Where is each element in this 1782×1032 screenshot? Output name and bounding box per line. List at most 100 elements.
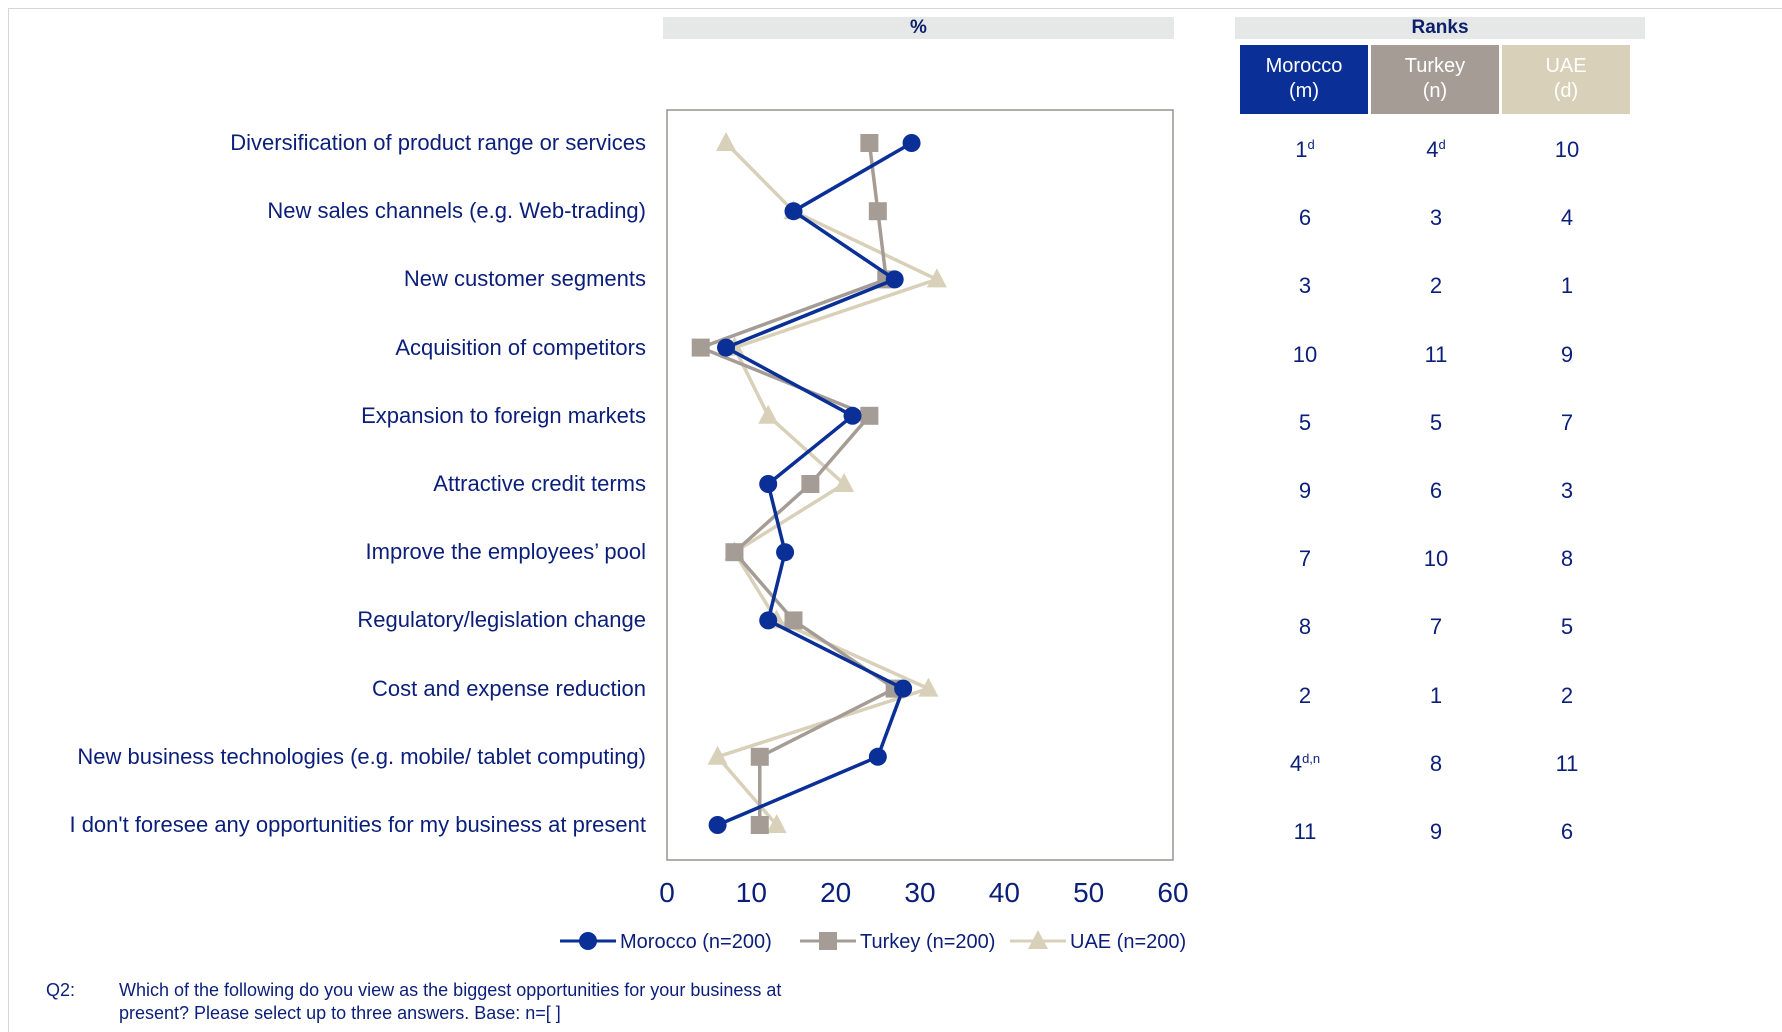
- data-point: [759, 611, 778, 630]
- data-point: [801, 475, 820, 493]
- data-point: [776, 543, 795, 562]
- x-tick-label: 20: [820, 877, 851, 908]
- rank-cell: 10: [1292, 341, 1318, 367]
- data-point: [860, 134, 879, 152]
- rank-cell: 11: [1424, 341, 1448, 367]
- rank-column-header: Turkey (n): [1371, 45, 1499, 114]
- chart-legend: Morocco (n=200) Turkey (n=200) UAE (n=200): [560, 930, 1186, 953]
- category-label: Regulatory/legislation change: [357, 607, 646, 633]
- data-point: [885, 270, 904, 289]
- data-point: [819, 932, 837, 950]
- rank-cell: 6: [1560, 819, 1574, 844]
- category-label: Attractive credit terms: [433, 471, 646, 496]
- rank-cell: 10: [1423, 546, 1449, 572]
- rank-cell: 5: [1429, 409, 1443, 435]
- data-point: [579, 932, 597, 950]
- x-tick-label: 60: [1157, 877, 1188, 908]
- rank-cell: 9: [1560, 341, 1574, 367]
- rank-cell: 6: [1429, 478, 1443, 503]
- rank-column-name: UAE: [1545, 55, 1587, 77]
- rank-cell: 3: [1560, 478, 1574, 503]
- ranks-header-label: Ranks: [1411, 17, 1469, 38]
- ranks-header-band: Ranks: [1235, 17, 1645, 39]
- data-point: [758, 404, 779, 424]
- rank-cell: 7: [1560, 409, 1574, 435]
- data-point: [750, 816, 769, 834]
- percent-header-band: %: [663, 17, 1174, 39]
- category-label: New customer segments: [403, 266, 646, 292]
- x-tick-label: 50: [1073, 877, 1104, 908]
- data-point: [759, 475, 778, 493]
- rank-cell: 4d: [1426, 136, 1446, 163]
- data-point: [868, 747, 887, 766]
- rank-cell: 3: [1298, 273, 1312, 299]
- rank-cell: 4: [1560, 205, 1574, 231]
- rank-significance: d: [1438, 136, 1446, 152]
- category-label: I don't foresee any opportunities for my…: [69, 812, 646, 837]
- data-point: [868, 202, 887, 221]
- data-point: [918, 677, 939, 697]
- data-point: [716, 132, 737, 151]
- rank-column-code: (d): [1553, 80, 1579, 102]
- data-point: [926, 268, 947, 288]
- rank-cell: 2: [1560, 682, 1574, 708]
- legend-label: Turkey (n=200): [860, 931, 995, 953]
- rank-cell: 2: [1298, 682, 1312, 708]
- rank-cell: 1d: [1295, 136, 1315, 163]
- percent-header-label: %: [910, 17, 927, 38]
- frame-left-line: [8, 8, 9, 1032]
- data-point: [894, 679, 913, 698]
- category-label: Cost and expense reduction: [372, 675, 646, 701]
- rank-cell: 11: [1293, 819, 1317, 844]
- rank-column-header: Morocco (m): [1240, 45, 1368, 114]
- footnote-question-label: Q2:: [46, 980, 76, 1000]
- x-tick-label: 40: [989, 877, 1020, 908]
- rank-cell: 6: [1298, 205, 1312, 231]
- rank-cell: 7: [1429, 614, 1443, 640]
- category-label: New sales channels (e.g. Web-trading): [267, 198, 646, 224]
- x-tick-label: 30: [904, 877, 935, 908]
- data-point: [843, 406, 862, 425]
- rank-cell: 1: [1429, 682, 1443, 708]
- rank-column-code: (n): [1422, 80, 1448, 102]
- series-circle: [708, 134, 921, 834]
- category-label: New business technologies (e.g. mobile/ …: [77, 743, 646, 769]
- rank-cell: 10: [1554, 137, 1580, 162]
- plot-area: [666, 109, 1174, 861]
- category-label: Expansion to foreign markets: [361, 402, 646, 428]
- rank-cell: 8: [1298, 614, 1312, 640]
- rank-cell: 9: [1429, 819, 1443, 844]
- rank-cell: 4d,n: [1289, 750, 1321, 776]
- rank-cell: 3: [1429, 205, 1443, 231]
- data-point: [834, 473, 855, 492]
- x-tick-label: 0: [659, 877, 675, 908]
- rank-cell: 5: [1298, 409, 1312, 435]
- data-point: [717, 338, 736, 357]
- rank-cell: 1: [1560, 273, 1574, 299]
- rank-cell: 5: [1560, 614, 1574, 640]
- data-point: [750, 747, 769, 766]
- footnote-line-2: present? Please select up to three answe…: [119, 1003, 561, 1023]
- series-square: [691, 134, 904, 834]
- rank-column-name: Morocco: [1265, 55, 1343, 77]
- footnote-line-1: Which of the following do you view as th…: [119, 980, 782, 1000]
- frame-top-line: [8, 8, 1782, 9]
- rank-column-name: Turkey: [1404, 55, 1466, 77]
- rank-cell: 9: [1298, 478, 1312, 503]
- category-label: Improve the employees’ pool: [365, 539, 646, 565]
- data-point: [784, 202, 803, 221]
- data-point: [691, 338, 710, 357]
- rank-cell: 8: [1429, 750, 1443, 776]
- rank-column-header: UAE (d): [1502, 45, 1630, 114]
- data-point: [725, 543, 744, 562]
- rank-cell: 11: [1555, 750, 1579, 776]
- data-point: [766, 814, 787, 833]
- rank-cell: 8: [1560, 546, 1574, 572]
- legend-label: UAE (n=200): [1070, 931, 1186, 953]
- category-label: Acquisition of competitors: [395, 334, 646, 360]
- data-point: [1028, 930, 1048, 949]
- data-point: [707, 745, 728, 765]
- data-point: [860, 406, 879, 425]
- rank-significance: d: [1307, 136, 1315, 152]
